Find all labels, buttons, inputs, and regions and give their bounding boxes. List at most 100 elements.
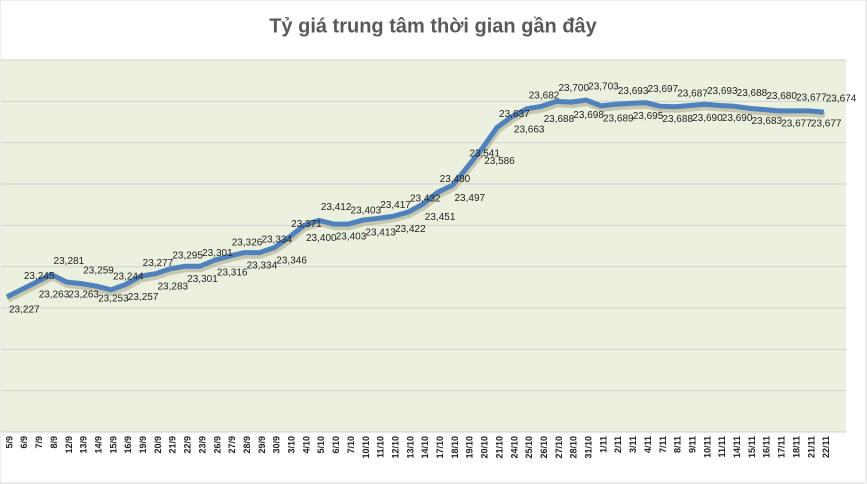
x-tick-label: 11/11 — [717, 436, 727, 458]
data-label: 23,281 — [54, 256, 85, 267]
x-tick-label: 22/11 — [821, 436, 831, 458]
x-tick-label: 28/10 — [569, 436, 579, 459]
data-label: 23,244 — [113, 271, 144, 282]
data-label: 23,677 — [811, 118, 842, 129]
x-tick-label: 13/10 — [405, 436, 415, 459]
x-tick-label: 6/9 — [19, 436, 29, 449]
x-tick-label: 5/10 — [316, 436, 326, 454]
data-label: 23,346 — [276, 255, 307, 266]
data-label: 23,697 — [648, 84, 679, 95]
data-label: 23,480 — [440, 174, 471, 185]
data-label: 23,690 — [692, 113, 723, 124]
x-tick-label: 7/11 — [658, 436, 668, 453]
x-tick-label: 26/10 — [539, 436, 549, 459]
x-tick-label: 16/11 — [762, 436, 772, 458]
line-shadow — [6, 100, 825, 303]
data-label: 23,403 — [351, 206, 382, 217]
data-label: 23,682 — [529, 90, 560, 101]
data-label: 23,693 — [618, 86, 649, 97]
x-tick-label: 7/9 — [34, 436, 44, 449]
x-tick-label: 21/9 — [168, 436, 178, 454]
x-tick-label: 13/9 — [79, 436, 89, 454]
data-label: 23,703 — [588, 82, 619, 93]
data-label: 23,263 — [39, 290, 70, 301]
data-label: 23,637 — [499, 109, 530, 120]
data-label: 23,412 — [321, 202, 352, 213]
data-label: 23,413 — [365, 228, 396, 239]
data-label: 23,259 — [83, 265, 114, 276]
x-tick-label: 8/11 — [673, 436, 683, 453]
data-label: 23,277 — [143, 258, 174, 269]
x-tick-label: 5/9 — [4, 436, 14, 449]
x-tick-label: 15/9 — [108, 436, 118, 454]
chart-title: Tỷ giá trung tâm thời gian gần đây — [269, 15, 597, 37]
data-label: 23,283 — [158, 281, 189, 292]
data-label: 23,497 — [455, 193, 486, 204]
data-label: 23,245 — [24, 271, 55, 282]
data-label: 23,326 — [232, 238, 263, 249]
x-tick-label: 12/9 — [64, 436, 74, 454]
x-tick-label: 11/10 — [376, 436, 386, 458]
x-tick-label: 3/11 — [628, 436, 638, 453]
x-tick-label: 20/9 — [153, 436, 163, 454]
x-tick-label: 29/9 — [257, 436, 267, 454]
data-label: 23,301 — [202, 248, 233, 259]
data-label: 23,687 — [677, 88, 708, 99]
x-tick-label: 9/11 — [687, 436, 697, 453]
x-tick-label: 21/10 — [494, 436, 504, 459]
x-tick-label: 7/10 — [346, 436, 356, 454]
data-label: 23,663 — [514, 124, 545, 135]
x-tick-label: 23/9 — [197, 436, 207, 454]
data-label: 23,257 — [128, 292, 159, 303]
x-tick-label: 18/11 — [791, 436, 801, 458]
line — [5, 97, 824, 300]
x-tick-label: 12/10 — [390, 436, 400, 459]
x-tick-label: 25/10 — [524, 436, 534, 459]
data-label: 23,432 — [410, 194, 441, 205]
x-tick-label: 17/10 — [435, 436, 445, 459]
data-label: 23,693 — [707, 86, 738, 97]
x-tick-label: 24/10 — [509, 436, 519, 459]
data-label: 23,688 — [737, 88, 768, 99]
data-label: 23,541 — [469, 149, 500, 160]
x-tick-label: 6/10 — [331, 436, 341, 454]
data-label: 23,698 — [573, 110, 604, 121]
x-tick-label: 10/10 — [361, 436, 371, 459]
data-label: 23,403 — [336, 232, 367, 243]
x-tick-label: 15/11 — [747, 436, 757, 458]
x-tick-label: 14/10 — [420, 436, 430, 459]
data-label: 23,400 — [306, 233, 337, 244]
plot-area — [1, 60, 846, 432]
x-tick-label: 10/11 — [702, 436, 712, 458]
x-tick-label: 14/11 — [732, 436, 742, 458]
data-label: 23,451 — [425, 212, 456, 223]
data-label: 23,695 — [633, 111, 664, 122]
data-label: 23,422 — [395, 224, 426, 235]
data-label: 23,263 — [68, 290, 99, 301]
data-label: 23,677 — [781, 118, 812, 129]
data-label: 23,371 — [291, 219, 322, 230]
x-tick-label: 4/11 — [643, 436, 653, 453]
x-tick-label: 18/10 — [450, 436, 460, 459]
x-tick-label: 21/11 — [806, 436, 816, 458]
data-label: 23,688 — [662, 114, 693, 125]
x-tick-label: 20/10 — [480, 436, 490, 459]
x-tick-label: 1/11 — [598, 436, 608, 453]
data-label: 23,253 — [98, 294, 129, 305]
data-label: 23,674 — [826, 94, 857, 105]
x-tick-label: 8/9 — [49, 436, 59, 449]
x-tick-label: 27/10 — [554, 436, 564, 459]
data-label: 23,227 — [9, 304, 40, 315]
x-tick-label: 22/9 — [183, 436, 193, 454]
data-label: 23,688 — [544, 114, 575, 125]
x-tick-label: 19/9 — [138, 436, 148, 454]
data-label: 23,677 — [796, 92, 827, 103]
x-tick-label: 4/10 — [301, 436, 311, 454]
data-label: 23,700 — [558, 83, 589, 94]
x-tick-label: 2/11 — [613, 436, 623, 453]
x-tick-label: 19/10 — [465, 436, 475, 459]
data-label: 23,334 — [261, 234, 292, 245]
x-tick-label: 16/9 — [123, 436, 133, 454]
x-tick-label: 14/9 — [93, 436, 103, 454]
